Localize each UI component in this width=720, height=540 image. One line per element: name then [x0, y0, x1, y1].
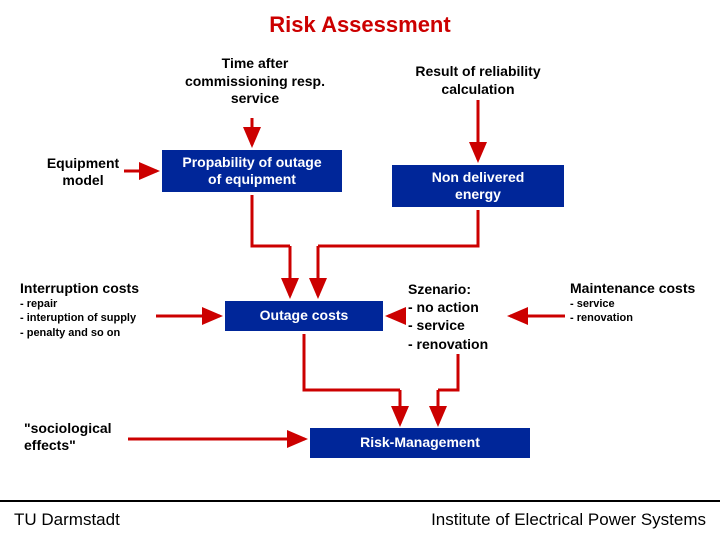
box-risk-management: Risk-Management	[310, 428, 530, 458]
footer-right: Institute of Electrical Power Systems	[431, 510, 706, 530]
label-maintenance-sub: - service - renovation	[570, 297, 633, 326]
label-time-after: Time after commissioning resp. service	[172, 55, 338, 108]
footer-left: TU Darmstadt	[14, 510, 120, 530]
label-szenario: Szenario: - no action - service - renova…	[408, 280, 488, 353]
label-sociological: "sociological effects"	[24, 420, 112, 454]
box-propability: Propability of outage of equipment	[162, 150, 342, 192]
label-maintenance-costs: Maintenance costs	[570, 280, 695, 297]
label-equipment-model: Equipment model	[28, 155, 138, 189]
arrows-layer	[0, 0, 720, 540]
box-non-delivered: Non delivered energy	[392, 165, 564, 207]
label-interruption-sub: - repair - interuption of supply - penal…	[20, 297, 136, 340]
label-result-reliability: Result of reliability calculation	[388, 63, 568, 98]
box-outage-costs: Outage costs	[225, 301, 383, 331]
footer-divider	[0, 500, 720, 502]
label-interruption-costs: Interruption costs	[20, 280, 139, 297]
page-title: Risk Assessment	[0, 12, 720, 38]
